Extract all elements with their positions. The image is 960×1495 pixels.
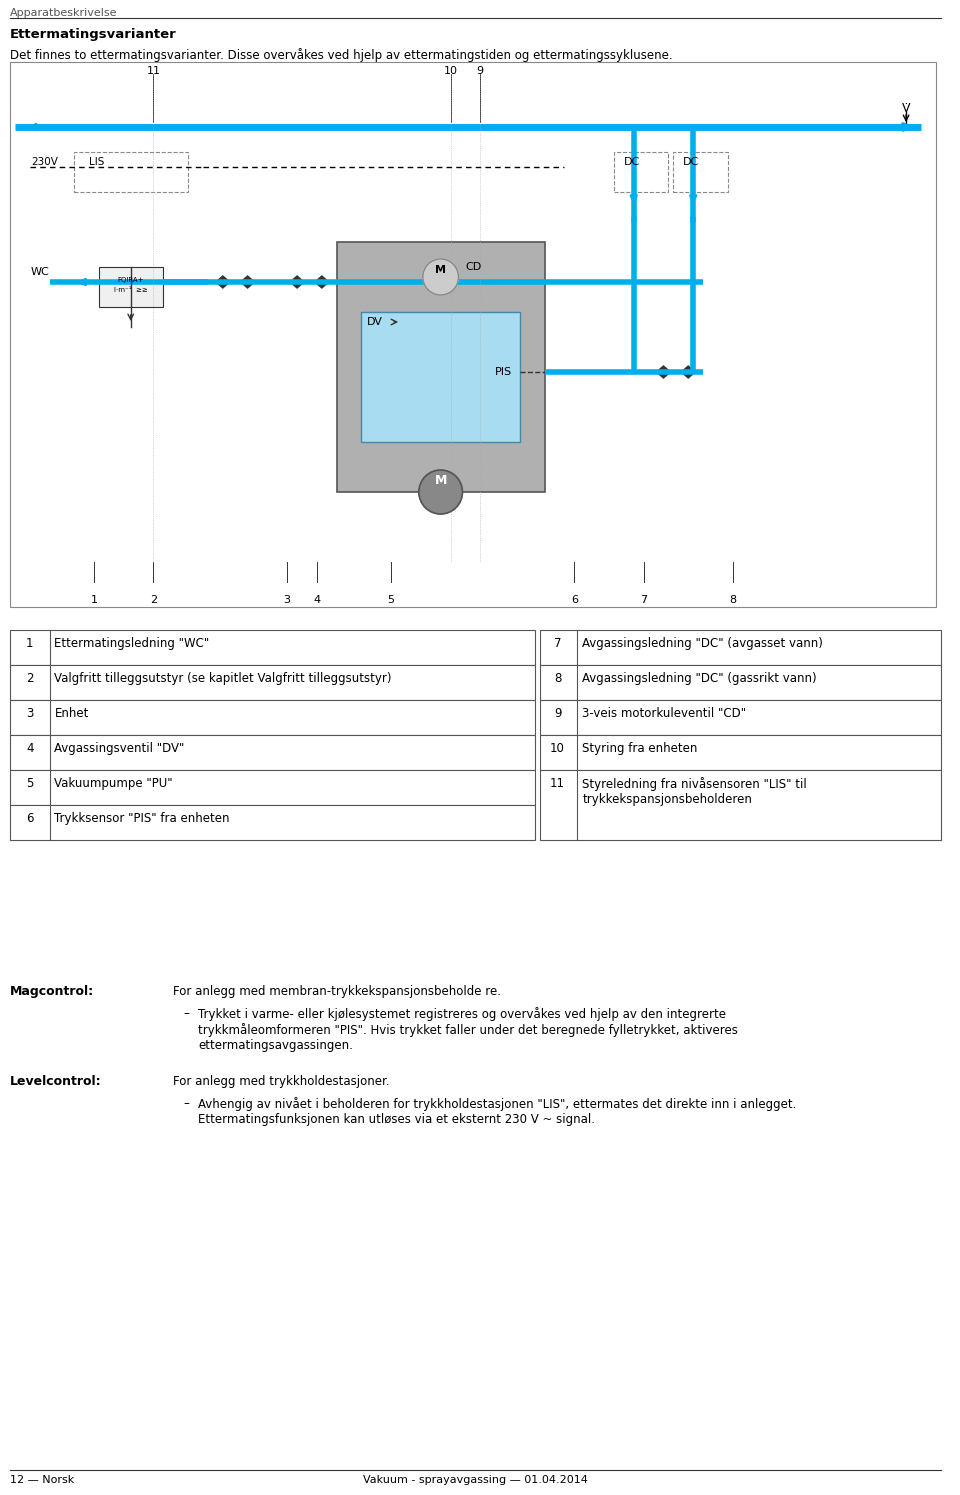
Text: Avgassingsventil "DV": Avgassingsventil "DV"	[55, 742, 185, 755]
Text: Ettermatingsvarianter: Ettermatingsvarianter	[10, 28, 177, 40]
Text: 8: 8	[730, 595, 736, 605]
Text: 2: 2	[26, 671, 34, 685]
Text: 6: 6	[571, 595, 578, 605]
Text: 10: 10	[444, 66, 458, 76]
Bar	[99, 268, 163, 306]
Text: LIS: LIS	[89, 157, 105, 167]
Text: 2: 2	[150, 595, 157, 605]
Bar	[10, 736, 535, 770]
Text: l·m⁻¹  ≥≥: l·m⁻¹ ≥≥	[114, 287, 148, 293]
Text: 3: 3	[26, 707, 34, 721]
Text: 9: 9	[477, 66, 484, 76]
Text: 1: 1	[26, 637, 34, 650]
Polygon shape	[315, 277, 328, 289]
Polygon shape	[241, 277, 254, 289]
Bar	[10, 804, 535, 840]
Text: 7: 7	[640, 595, 647, 605]
Text: Levelcontrol:: Levelcontrol:	[10, 1075, 102, 1088]
Text: Vakuum - sprayavgassing — 01.04.2014: Vakuum - sprayavgassing — 01.04.2014	[363, 1476, 588, 1485]
Text: Apparatbeskrivelse: Apparatbeskrivelse	[10, 7, 117, 18]
Text: 5: 5	[26, 777, 34, 789]
Bar	[540, 629, 941, 665]
Text: Det finnes to ettermatingsvarianter. Disse overvåkes ved hjelp av ettermatingsti: Det finnes to ettermatingsvarianter. Dis…	[10, 48, 673, 61]
Text: 4: 4	[313, 595, 321, 605]
Text: V̇: V̇	[901, 102, 910, 115]
Text: For anlegg med membran-trykkekspansjonsbeholde re.: For anlegg med membran-trykkekspansjonsb…	[174, 985, 501, 999]
Bar	[10, 770, 535, 804]
Polygon shape	[657, 366, 670, 378]
Text: Avgassingsledning "DC" (avgasset vann): Avgassingsledning "DC" (avgasset vann)	[583, 637, 823, 650]
Bar	[540, 736, 941, 770]
Text: CD: CD	[466, 262, 482, 272]
Text: 12 — Norsk: 12 — Norsk	[10, 1476, 74, 1485]
Text: Valgfritt tilleggsutstyr (se kapitlet Valgfritt tilleggsutstyr): Valgfritt tilleggsutstyr (se kapitlet Va…	[55, 671, 392, 685]
Text: 6: 6	[26, 812, 34, 825]
Circle shape	[422, 259, 459, 295]
Text: 4: 4	[26, 742, 34, 755]
Text: 11: 11	[147, 66, 160, 76]
Bar	[10, 629, 535, 665]
Text: Trykket i varme- eller kjølesystemet registreres og overvåkes ved hjelp av den i: Trykket i varme- eller kjølesystemet reg…	[198, 1008, 738, 1052]
Text: Vakuumpumpe "PU": Vakuumpumpe "PU"	[55, 777, 173, 789]
Text: Avgassingsledning "DC" (gassrikt vann): Avgassingsledning "DC" (gassrikt vann)	[583, 671, 817, 685]
Text: 230V: 230V	[32, 157, 59, 167]
Polygon shape	[216, 277, 229, 289]
Bar	[540, 700, 941, 736]
Text: Styreledning fra nivåsensoren "LIS" til
trykkekspansjonsbeholderen: Styreledning fra nivåsensoren "LIS" til …	[583, 777, 807, 806]
Bar	[614, 152, 668, 191]
Bar	[10, 665, 535, 700]
Text: Enhet: Enhet	[55, 707, 89, 721]
Text: For anlegg med trykkholdestasjoner.: For anlegg med trykkholdestasjoner.	[174, 1075, 390, 1088]
Bar	[74, 152, 188, 191]
Text: Ettermatingsledning "WC": Ettermatingsledning "WC"	[55, 637, 209, 650]
Text: 1: 1	[90, 595, 98, 605]
Bar	[540, 665, 941, 700]
Text: 3: 3	[283, 595, 291, 605]
Bar	[337, 242, 544, 492]
Text: 7: 7	[554, 637, 562, 650]
Bar	[10, 700, 535, 736]
Bar	[10, 61, 936, 607]
Text: DV: DV	[367, 317, 382, 327]
Text: –: –	[183, 1008, 189, 1020]
Text: Avhengig av nivået i beholderen for trykkholdestasjonen "LIS", ettermates det di: Avhengig av nivået i beholderen for tryk…	[198, 1097, 797, 1126]
Text: Magcontrol:: Magcontrol:	[10, 985, 94, 999]
Text: DC: DC	[624, 157, 640, 167]
Text: 9: 9	[554, 707, 562, 721]
Text: 11: 11	[550, 777, 565, 789]
Text: M: M	[435, 474, 446, 486]
Bar	[361, 312, 520, 443]
Text: 8: 8	[554, 671, 562, 685]
Text: Styring fra enheten: Styring fra enheten	[583, 742, 698, 755]
Bar	[673, 152, 728, 191]
Text: FQIRA+: FQIRA+	[117, 277, 144, 283]
Text: –: –	[183, 1097, 189, 1109]
Text: M: M	[435, 265, 446, 275]
Text: 10: 10	[550, 742, 564, 755]
Polygon shape	[290, 277, 304, 289]
Text: WC: WC	[30, 268, 49, 277]
Bar	[540, 770, 941, 840]
Circle shape	[419, 469, 463, 514]
Text: DC: DC	[684, 157, 700, 167]
Text: Trykksensor "PIS" fra enheten: Trykksensor "PIS" fra enheten	[55, 812, 230, 825]
Text: 3-veis motorkuleventil "CD": 3-veis motorkuleventil "CD"	[583, 707, 746, 721]
Text: PIS: PIS	[495, 366, 513, 377]
Text: 5: 5	[388, 595, 395, 605]
Polygon shape	[682, 366, 695, 378]
